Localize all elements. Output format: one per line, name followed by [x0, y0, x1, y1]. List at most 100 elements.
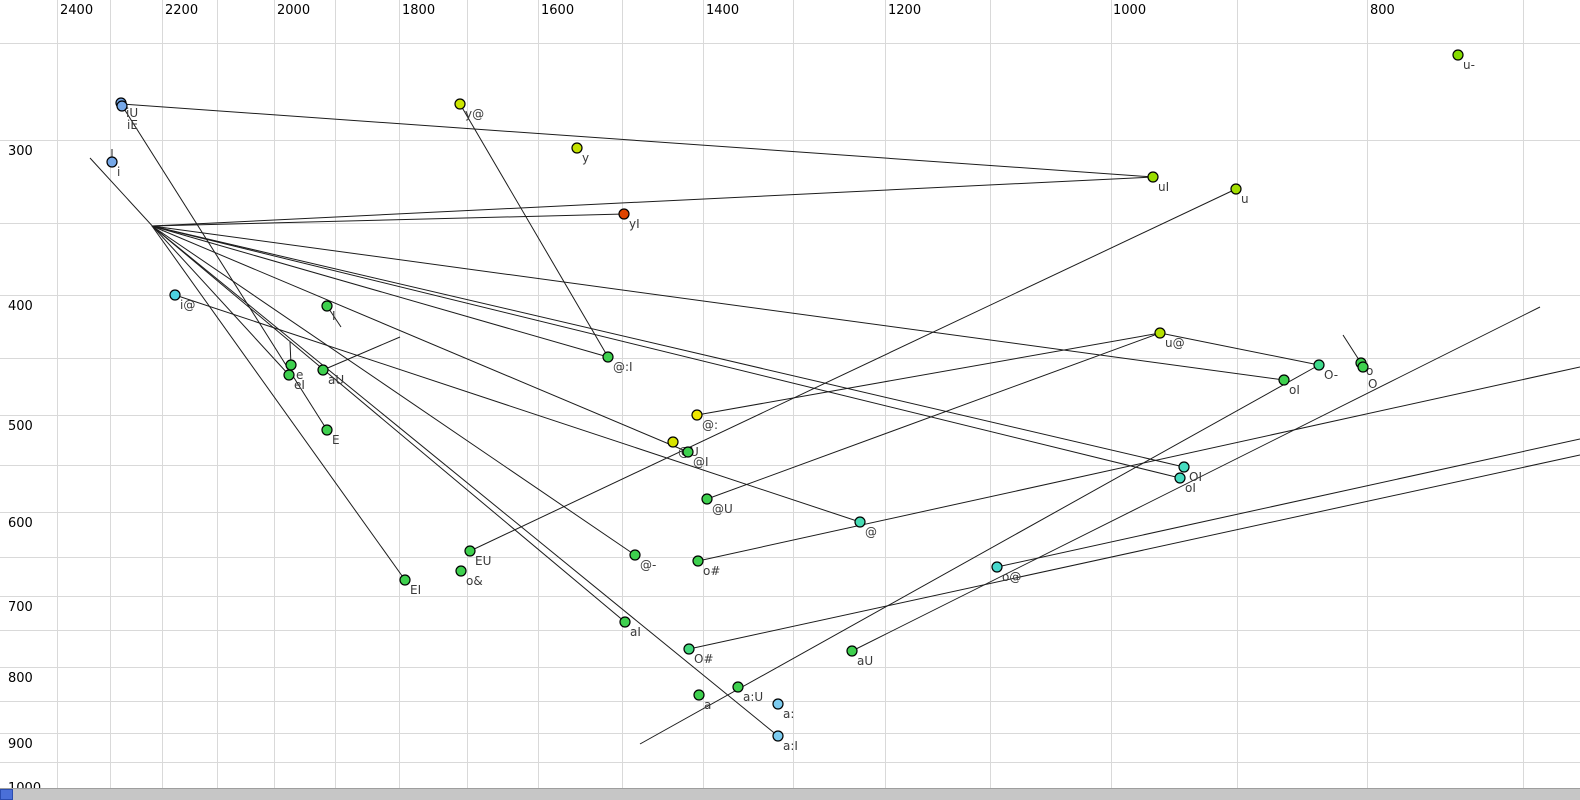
data-point-@U[interactable] — [701, 493, 713, 505]
data-point-a:[interactable] — [772, 698, 784, 710]
point-label: a: — [783, 707, 794, 721]
point-label: a — [704, 698, 711, 712]
data-point-aU[interactable] — [317, 364, 329, 376]
data-point-E[interactable] — [321, 424, 333, 436]
data-point-aU[interactable] — [846, 645, 858, 657]
data-point-@I[interactable] — [682, 446, 694, 458]
horizontal-scrollbar[interactable] — [0, 788, 1580, 800]
point-label: O — [1368, 377, 1377, 391]
trajectory-line — [151, 225, 1285, 381]
point-label: I — [332, 309, 336, 323]
data-point-aI[interactable] — [619, 616, 631, 628]
point-label: i — [117, 165, 120, 179]
x-axis-tick-label: 1400 — [706, 3, 739, 18]
point-label: a:I — [783, 739, 798, 753]
trajectory-line — [151, 176, 1154, 227]
scrollbar-thumb[interactable] — [0, 789, 13, 800]
trajectory-line — [151, 213, 625, 227]
point-label: iU — [126, 106, 138, 120]
x-axis-tick-label: 800 — [1370, 3, 1395, 18]
point-label: @ — [865, 525, 877, 539]
point-label: OI — [1189, 470, 1202, 484]
trajectory-line — [151, 225, 779, 737]
data-point-uI[interactable] — [1147, 171, 1159, 183]
data-point-O[interactable] — [1357, 361, 1369, 373]
data-point-a[interactable] — [693, 689, 705, 701]
point-label: uI — [1158, 180, 1169, 194]
data-point-oI[interactable] — [1174, 472, 1186, 484]
y-axis-tick-label: 600 — [8, 516, 33, 531]
point-label: iE — [127, 118, 138, 132]
data-point-eI[interactable] — [283, 369, 295, 381]
data-point-e[interactable] — [285, 359, 297, 371]
point-label: @: — [702, 418, 718, 432]
trajectory-line — [151, 225, 636, 556]
point-label: o# — [703, 564, 720, 578]
data-point-u@[interactable] — [1154, 327, 1166, 339]
point-label: @U — [712, 502, 733, 516]
point-label: o — [1366, 364, 1373, 378]
data-point-@U[interactable] — [667, 436, 679, 448]
point-label: o& — [466, 574, 483, 588]
data-point-i@[interactable] — [169, 289, 181, 301]
point-label: aU — [857, 654, 873, 668]
trajectory-line — [639, 364, 1320, 745]
point-label: u@ — [1165, 336, 1185, 350]
data-point-a:U[interactable] — [732, 681, 744, 693]
point-label: aI — [630, 625, 641, 639]
data-point-oI[interactable] — [1278, 374, 1290, 386]
point-label: @I — [693, 455, 709, 469]
y-axis-tick-label: 300 — [8, 144, 33, 159]
x-axis-tick-label: 1000 — [1113, 3, 1146, 18]
y-axis-tick-label: 800 — [8, 671, 33, 686]
data-point-a:I[interactable] — [772, 730, 784, 742]
point-label: O- — [1324, 368, 1338, 382]
x-axis-tick-label: 1800 — [402, 3, 435, 18]
trajectory-line — [469, 188, 1237, 552]
trajectory-line — [1159, 332, 1320, 366]
point-label: u- — [1463, 58, 1475, 72]
point-label: y — [582, 151, 589, 165]
point-label: aU — [328, 373, 344, 387]
point-label: u — [1241, 192, 1249, 206]
data-point-@-[interactable] — [629, 549, 641, 561]
trajectory-line — [89, 157, 290, 376]
data-point-y@[interactable] — [454, 98, 466, 110]
data-point-u-[interactable] — [1452, 49, 1464, 61]
trajectory-line — [151, 225, 689, 453]
data-point-o@[interactable] — [991, 561, 1003, 573]
point-label: @- — [640, 558, 656, 572]
x-axis-tick-label: 2000 — [277, 3, 310, 18]
point-label: @:I — [613, 360, 633, 374]
data-point-@:[interactable] — [691, 409, 703, 421]
data-point-OI[interactable] — [1178, 461, 1190, 473]
data-point-u[interactable] — [1230, 183, 1242, 195]
trajectory-line — [706, 332, 1161, 500]
data-point-@:I[interactable] — [602, 351, 614, 363]
trajectory-line — [120, 103, 1154, 178]
data-point-y[interactable] — [571, 142, 583, 154]
x-axis-tick-label: 2400 — [60, 3, 93, 18]
point-label: oI — [1289, 383, 1300, 397]
data-point-o#[interactable] — [692, 555, 704, 567]
point-label: O# — [694, 652, 714, 666]
data-point-@[interactable] — [854, 516, 866, 528]
point-label: o@ — [1002, 570, 1021, 584]
data-point-iE[interactable] — [116, 100, 128, 112]
trajectory-line — [151, 225, 406, 581]
data-point-EU[interactable] — [464, 545, 476, 557]
data-point-yI[interactable] — [618, 208, 630, 220]
trajectory-line — [688, 454, 1580, 650]
data-point-i[interactable] — [106, 156, 118, 168]
point-label: e — [296, 368, 303, 382]
data-point-I[interactable] — [321, 300, 333, 312]
data-point-EI[interactable] — [399, 574, 411, 586]
data-point-o&[interactable] — [455, 565, 467, 577]
y-axis-tick-label: 900 — [8, 737, 33, 752]
trajectory-line — [151, 225, 1181, 479]
data-point-O-[interactable] — [1313, 359, 1325, 371]
data-point-O#[interactable] — [683, 643, 695, 655]
point-label: i@ — [180, 298, 195, 312]
